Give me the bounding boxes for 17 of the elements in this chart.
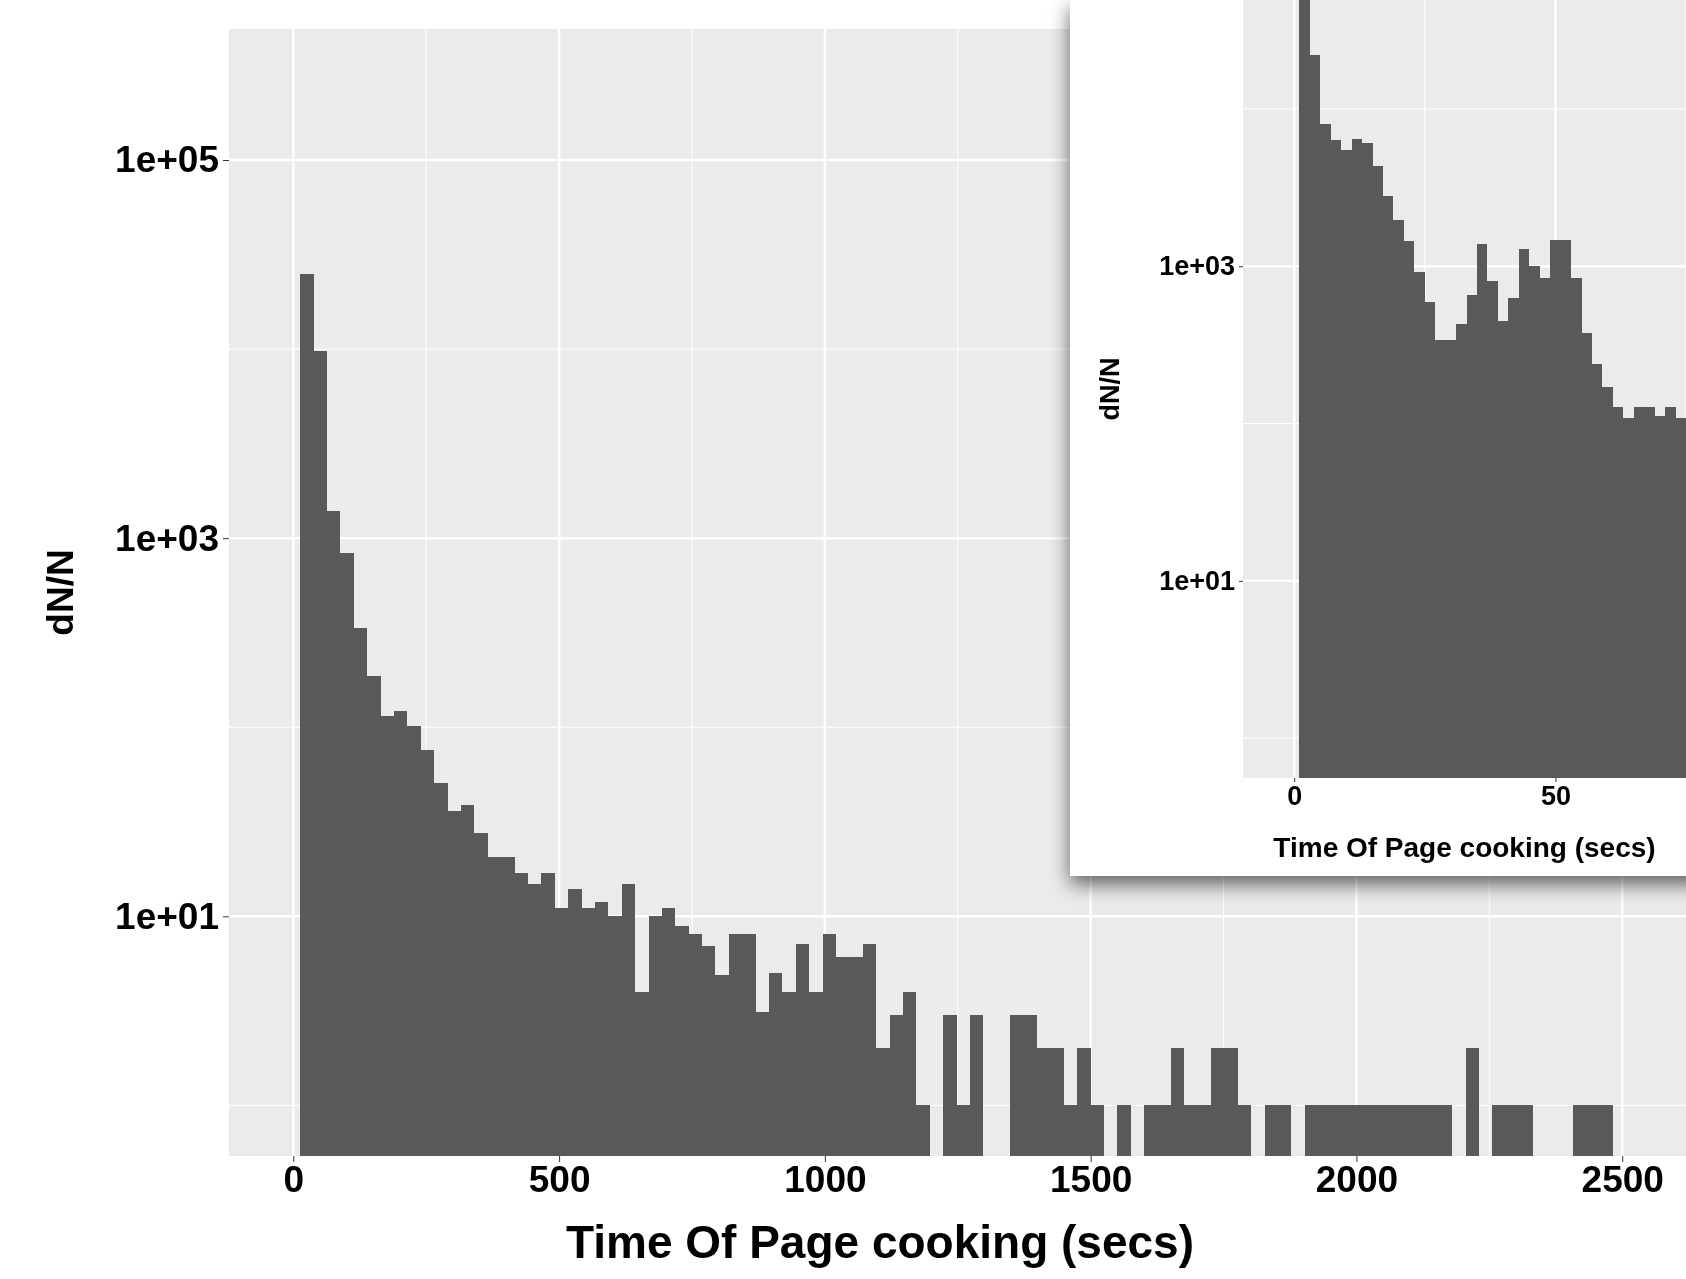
y-axis-title: dN/N (1095, 357, 1126, 421)
y-tick-label: 1e+01 (1159, 566, 1235, 596)
x-tick-label: 1000 (784, 1159, 867, 1201)
x-axis-title: Time Of Page cooking (secs) (1273, 832, 1656, 863)
x-tick-label: 2000 (1315, 1159, 1399, 1201)
x-axis-title: Time Of Page cooking (secs) (565, 1216, 1195, 1268)
y-axis-title: dN/N (39, 549, 81, 636)
x-tick-label: 2500 (1581, 1159, 1664, 1201)
x-tick-label: 0 (1287, 781, 1303, 812)
x-tick-label: 0 (283, 1159, 305, 1201)
y-tick-label: 1e+03 (115, 517, 219, 559)
x-tick-label: 1500 (1050, 1159, 1133, 1201)
x-tick-label: 50 (1540, 781, 1571, 812)
y-tick-label: 1e+01 (115, 895, 219, 937)
x-tick-label: 500 (528, 1159, 591, 1201)
y-tick-label: 1e+05 (115, 139, 219, 181)
y-tick-label: 1e+03 (1159, 251, 1235, 282)
